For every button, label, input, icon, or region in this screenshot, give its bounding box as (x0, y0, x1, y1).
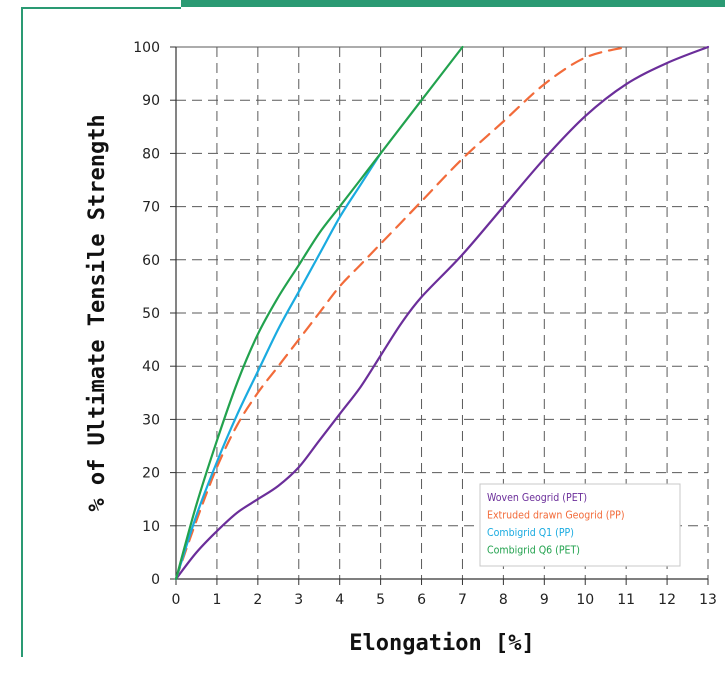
x-tick-label: 1 (212, 592, 221, 608)
y-tick-label: 70 (142, 200, 160, 216)
x-tick-label: 12 (658, 592, 676, 608)
y-axis-title: % of Ultimate Tensile Strength (85, 114, 110, 511)
y-tick-label: 60 (142, 253, 160, 269)
x-tick-label: 13 (699, 592, 717, 608)
x-tick-label: 0 (172, 592, 181, 608)
legend-entry: Woven Geogrid (PET) (487, 492, 587, 504)
y-tick-label: 0 (151, 572, 160, 588)
frame-top-bar (181, 0, 725, 7)
legend-entry: Combigrid Q6 (PET) (487, 545, 580, 557)
y-tick-label: 10 (142, 519, 160, 535)
x-axis-title: Elongation [%] (349, 631, 534, 656)
series-line-combigrid-q6-pet (174, 45, 464, 581)
series-line-extruded-drawn-geogrid-pp (174, 45, 628, 581)
y-tick-label: 30 (142, 412, 160, 428)
series-line-woven-geogrid-pet (174, 45, 710, 581)
x-tick-label: 9 (540, 592, 549, 608)
frame-top-border (21, 7, 181, 9)
x-tick-label: 2 (253, 592, 262, 608)
legend: Woven Geogrid (PET) Extruded drawn Geogri… (479, 483, 681, 567)
y-tick-label: 20 (142, 466, 160, 482)
series-lines (174, 45, 710, 581)
y-tick-label: 90 (142, 93, 160, 109)
y-tick-label: 50 (142, 306, 160, 322)
series-line-combigrid-q1-pp (174, 152, 382, 581)
x-tick-label: 8 (499, 592, 508, 608)
x-tick-label: 5 (376, 592, 385, 608)
legend-entry: Combigrid Q1 (PP) (487, 527, 574, 539)
x-tick-label: 4 (335, 592, 344, 608)
y-tick-label: 40 (142, 359, 160, 375)
x-tick-label: 10 (576, 592, 594, 608)
y-tick-label: 80 (142, 146, 160, 162)
legend-box (479, 483, 681, 567)
x-tick-label: 11 (617, 592, 635, 608)
x-tick-label: 6 (417, 592, 426, 608)
x-tick-label: 3 (294, 592, 303, 608)
frame-left-border (21, 7, 23, 657)
legend-entry: Extruded drawn Geogrid (PP) (487, 510, 625, 522)
grid (176, 46, 709, 579)
y-tick-label: 100 (133, 40, 160, 56)
x-tick-label: 7 (458, 592, 467, 608)
